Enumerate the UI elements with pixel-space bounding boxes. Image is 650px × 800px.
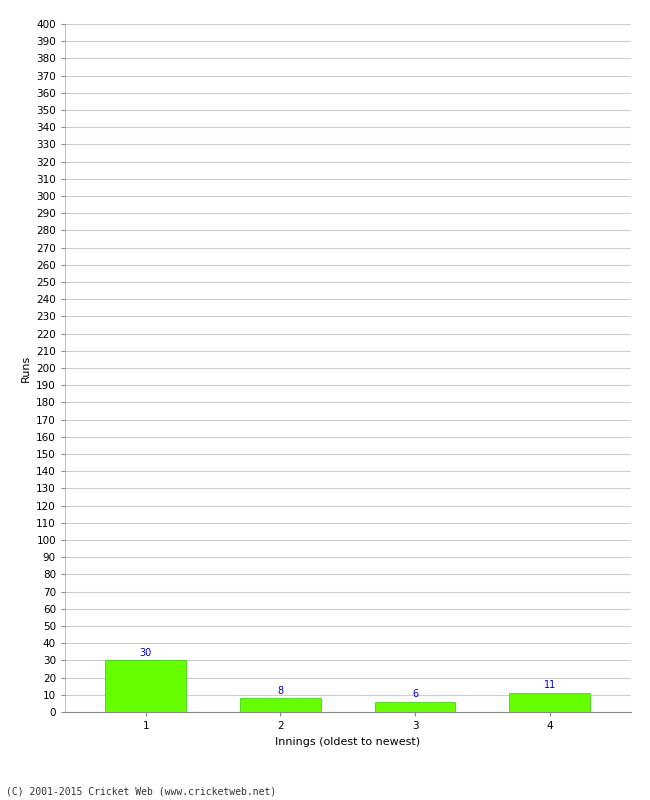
X-axis label: Innings (oldest to newest): Innings (oldest to newest) bbox=[275, 737, 421, 746]
Text: 30: 30 bbox=[140, 648, 152, 658]
Text: 6: 6 bbox=[412, 689, 418, 699]
Bar bbox=[105, 661, 186, 712]
Y-axis label: Runs: Runs bbox=[21, 354, 31, 382]
Text: 8: 8 bbox=[278, 686, 283, 696]
Bar bbox=[510, 693, 590, 712]
Bar bbox=[374, 702, 456, 712]
Text: 11: 11 bbox=[543, 681, 556, 690]
Bar bbox=[240, 698, 321, 712]
Text: (C) 2001-2015 Cricket Web (www.cricketweb.net): (C) 2001-2015 Cricket Web (www.cricketwe… bbox=[6, 786, 277, 796]
